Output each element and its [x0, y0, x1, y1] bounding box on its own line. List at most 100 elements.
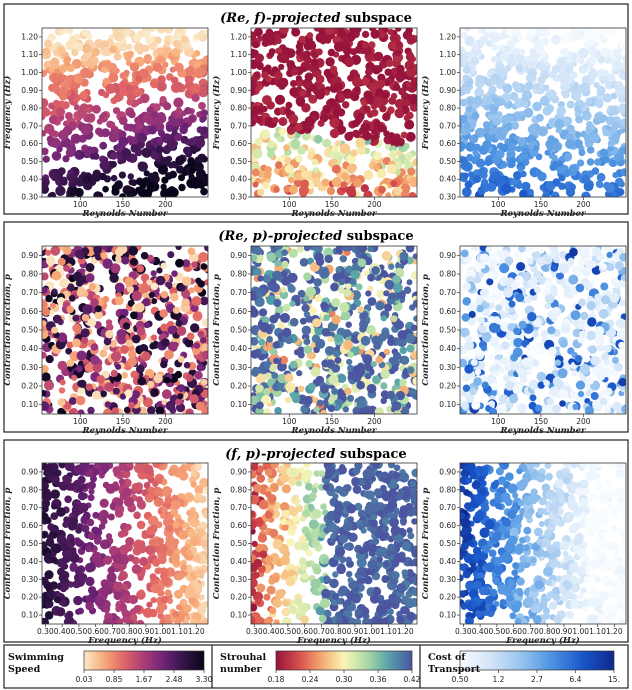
- scatter-point: [80, 336, 89, 344]
- scatter-point: [350, 269, 361, 280]
- scatter-point: [581, 191, 591, 197]
- scatter-point: [47, 523, 55, 531]
- scatter-point: [402, 183, 411, 192]
- scatter-point: [481, 307, 491, 317]
- scatter-point: [518, 48, 526, 56]
- scatter-point: [135, 75, 143, 83]
- scatter-point: [145, 35, 155, 45]
- scatter-point: [386, 164, 397, 174]
- scatter-point: [88, 282, 96, 291]
- y-tick-label: 0.30: [21, 575, 38, 584]
- scatter-point: [189, 167, 196, 175]
- scatter-point: [490, 377, 497, 385]
- scatter-point: [295, 75, 302, 82]
- y-tick-label: 0.40: [230, 175, 247, 184]
- scatter-point: [578, 64, 588, 74]
- scatter-point: [156, 47, 165, 56]
- scatter-point: [96, 118, 103, 125]
- scatter-point: [537, 275, 547, 285]
- scatter-point: [594, 335, 605, 346]
- scatter-point: [183, 604, 192, 613]
- scatter-point: [164, 349, 174, 360]
- scatter-point: [304, 72, 314, 82]
- scatter-point: [284, 396, 292, 404]
- scatter-point: [490, 32, 501, 43]
- scatter-point: [165, 524, 174, 533]
- scatter-point: [194, 568, 205, 579]
- scatter-point: [174, 62, 184, 72]
- scatter-point: [149, 573, 157, 581]
- scatter-point: [104, 401, 112, 408]
- scatter-point: [297, 146, 306, 155]
- scatter-point: [281, 261, 289, 269]
- scatter-point: [42, 98, 49, 108]
- scatter-point: [468, 171, 475, 178]
- scatter-point: [387, 106, 395, 114]
- scatter-point: [161, 389, 172, 400]
- scatter-point: [392, 275, 401, 284]
- x-tick-label: 200: [576, 417, 591, 426]
- scatter-point: [569, 164, 577, 173]
- scatter-point: [485, 40, 493, 47]
- scatter-point: [331, 144, 339, 152]
- scatter-point: [365, 325, 376, 335]
- scatter-point: [405, 246, 415, 253]
- scatter-point: [394, 161, 403, 170]
- y-tick-label: 0.50: [21, 157, 38, 166]
- scatter-point: [590, 29, 602, 40]
- scatter-point: [584, 282, 593, 291]
- scatter-point: [409, 176, 417, 188]
- scatter-point: [270, 282, 280, 293]
- scatter-point: [321, 178, 330, 187]
- scatter-point: [373, 133, 380, 140]
- scatter-point: [518, 320, 527, 329]
- scatter-point: [546, 398, 555, 406]
- scatter-point: [159, 309, 168, 318]
- scatter-point: [78, 379, 87, 388]
- scatter-point: [460, 87, 466, 96]
- scatter-point: [154, 36, 162, 44]
- scatter-point: [464, 340, 475, 351]
- scatter-point: [118, 116, 128, 126]
- scatter-point: [167, 251, 175, 259]
- scatter-point: [49, 191, 56, 197]
- scatter-point: [405, 81, 412, 88]
- scatter-point: [128, 246, 138, 256]
- scatter-point: [261, 181, 270, 190]
- y-tick-label: 0.10: [21, 400, 38, 409]
- scatter-point: [333, 349, 341, 358]
- scatter-point: [494, 132, 503, 140]
- scatter-point: [488, 270, 498, 280]
- scatter-point: [93, 246, 102, 255]
- scatter-point: [556, 271, 564, 280]
- x-tick-label: 100: [73, 200, 88, 209]
- scatter-point: [301, 103, 311, 113]
- scatter-point: [609, 159, 617, 167]
- y-tick-label: 0.40: [21, 344, 38, 353]
- scatter-point: [509, 361, 520, 371]
- scatter-point: [44, 570, 54, 580]
- scatter-point: [122, 28, 132, 37]
- scatter-point: [175, 246, 182, 250]
- scatter-point: [547, 135, 556, 144]
- scatter-point: [337, 373, 347, 383]
- scatter-point: [619, 41, 626, 50]
- scatter-point: [196, 31, 206, 41]
- scatter-point: [551, 34, 562, 45]
- scatter-point: [42, 287, 48, 294]
- scatter-point: [305, 360, 313, 368]
- scatter-point: [115, 363, 122, 370]
- scatter-point: [178, 183, 186, 192]
- scatter-point: [565, 117, 572, 124]
- y-tick-label: 1.20: [230, 32, 247, 41]
- y-tick-label: 0.10: [21, 611, 38, 620]
- scatter-point: [187, 159, 196, 169]
- scatter-point: [500, 115, 510, 125]
- scatter-point: [160, 596, 169, 604]
- scatter-point: [147, 406, 156, 414]
- scatter-point: [341, 246, 351, 252]
- scatter-point: [313, 278, 322, 287]
- scatter-point: [289, 87, 300, 97]
- scatter-point: [373, 163, 381, 171]
- scatter-point: [119, 544, 129, 555]
